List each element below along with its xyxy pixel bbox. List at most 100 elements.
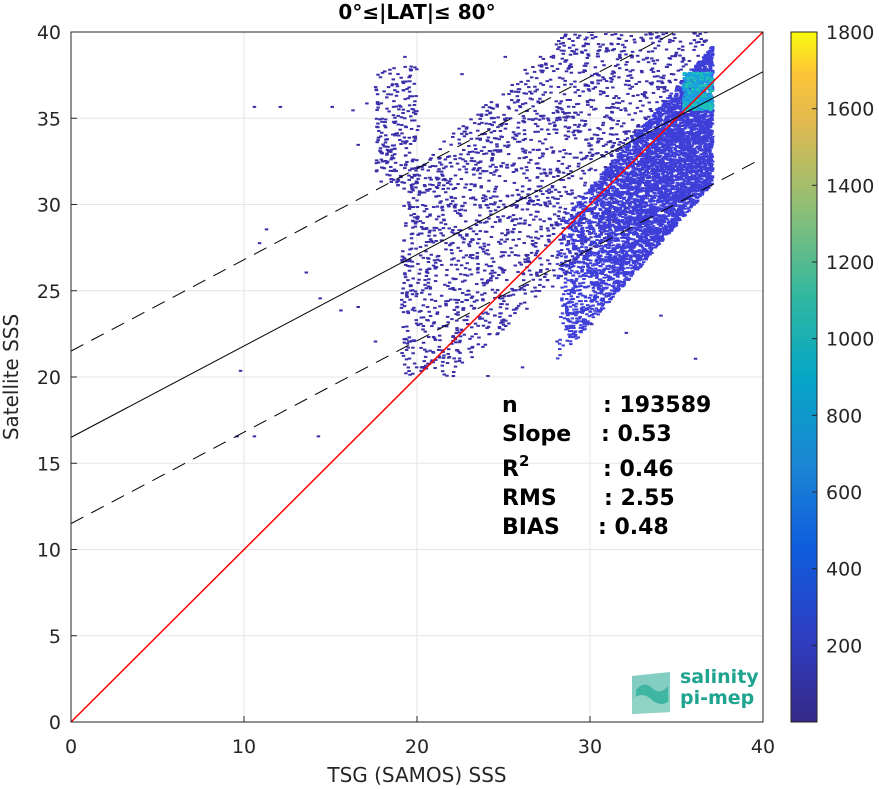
density-cell — [568, 152, 572, 155]
density-cell — [616, 63, 620, 66]
density-cell — [656, 44, 661, 47]
density-cell — [526, 193, 530, 196]
density-cell — [448, 298, 453, 301]
density-cell — [587, 230, 591, 233]
density-cell — [548, 218, 552, 221]
density-cell — [682, 143, 686, 146]
density-cell — [687, 166, 691, 169]
density-cell — [474, 233, 479, 236]
density-cell — [680, 131, 684, 134]
density-cell — [610, 172, 615, 175]
density-cell — [573, 137, 578, 140]
density-cell — [446, 285, 450, 288]
density-cell — [653, 149, 658, 152]
density-cell — [622, 196, 627, 199]
density-cell — [556, 159, 561, 162]
density-cell — [659, 76, 663, 79]
density-cell — [514, 169, 519, 172]
density-cell — [599, 137, 604, 140]
density-cell — [409, 214, 413, 217]
density-cell — [453, 186, 458, 189]
density-cell — [511, 170, 516, 173]
density-cell — [558, 42, 563, 45]
density-cell — [649, 110, 654, 113]
density-cell — [598, 45, 602, 48]
density-cell — [677, 47, 681, 50]
density-cell — [516, 121, 521, 124]
density-cell — [571, 206, 576, 209]
density-cell — [588, 98, 593, 101]
density-cell — [461, 204, 465, 207]
density-cell — [656, 80, 660, 83]
density-cell — [517, 140, 522, 143]
density-cell — [526, 260, 531, 263]
density-cell — [548, 168, 553, 171]
density-cell — [617, 37, 622, 40]
density-cell — [666, 183, 670, 186]
density-cell — [685, 189, 690, 192]
density-cell — [605, 216, 609, 219]
density-cell — [624, 177, 629, 180]
density-cell — [596, 74, 600, 77]
density-cell — [657, 215, 661, 218]
density-cell — [451, 286, 455, 289]
density-cell — [567, 177, 571, 180]
density-cell — [671, 39, 675, 42]
density-cell — [574, 337, 579, 340]
density-cell — [489, 131, 494, 134]
density-cell — [564, 59, 569, 62]
density-cell — [610, 171, 615, 174]
density-cell — [704, 39, 709, 42]
density-cell — [402, 301, 407, 304]
density-cell — [481, 200, 486, 203]
density-cell — [572, 292, 576, 295]
density-cell — [608, 212, 612, 215]
density-cell — [625, 245, 629, 248]
density-cell — [408, 285, 413, 288]
density-cell — [607, 171, 612, 174]
density-cell — [611, 218, 615, 221]
density-cell — [541, 142, 545, 145]
density-cell — [539, 228, 543, 231]
density-cell — [453, 197, 457, 200]
density-cell — [579, 195, 583, 198]
density-cell — [494, 149, 498, 152]
density-cell — [521, 139, 526, 142]
density-cell — [428, 213, 432, 216]
density-cell — [581, 320, 586, 323]
density-cell — [557, 76, 562, 79]
density-cell — [547, 262, 552, 265]
density-cell — [530, 290, 534, 293]
density-cell — [590, 34, 594, 37]
density-cell — [522, 129, 527, 132]
density-cell — [406, 312, 411, 315]
density-cell — [563, 277, 568, 280]
density-cell — [657, 40, 662, 43]
density-cell — [427, 234, 431, 237]
density-cell — [449, 263, 454, 266]
density-cell — [473, 148, 478, 151]
density-cell — [632, 216, 636, 219]
density-cell — [465, 319, 469, 322]
density-cell — [634, 182, 638, 185]
density-cell — [451, 335, 455, 338]
density-cell — [655, 32, 659, 34]
density-cell — [542, 171, 547, 174]
density-cell — [622, 130, 627, 133]
density-cell — [557, 46, 561, 49]
density-cell — [430, 164, 435, 167]
density-cell — [433, 299, 438, 302]
density-cell — [577, 211, 581, 214]
density-cell — [654, 164, 658, 167]
density-cell — [420, 165, 424, 168]
density-cell — [527, 224, 532, 227]
density-cell — [576, 129, 580, 132]
density-cell — [596, 313, 601, 316]
density-cell — [540, 179, 544, 182]
density-cell — [469, 273, 474, 276]
density-cell — [652, 62, 657, 65]
density-cell — [612, 220, 616, 223]
density-cell — [668, 190, 673, 193]
density-cell — [485, 249, 490, 252]
density-cell — [543, 275, 547, 278]
